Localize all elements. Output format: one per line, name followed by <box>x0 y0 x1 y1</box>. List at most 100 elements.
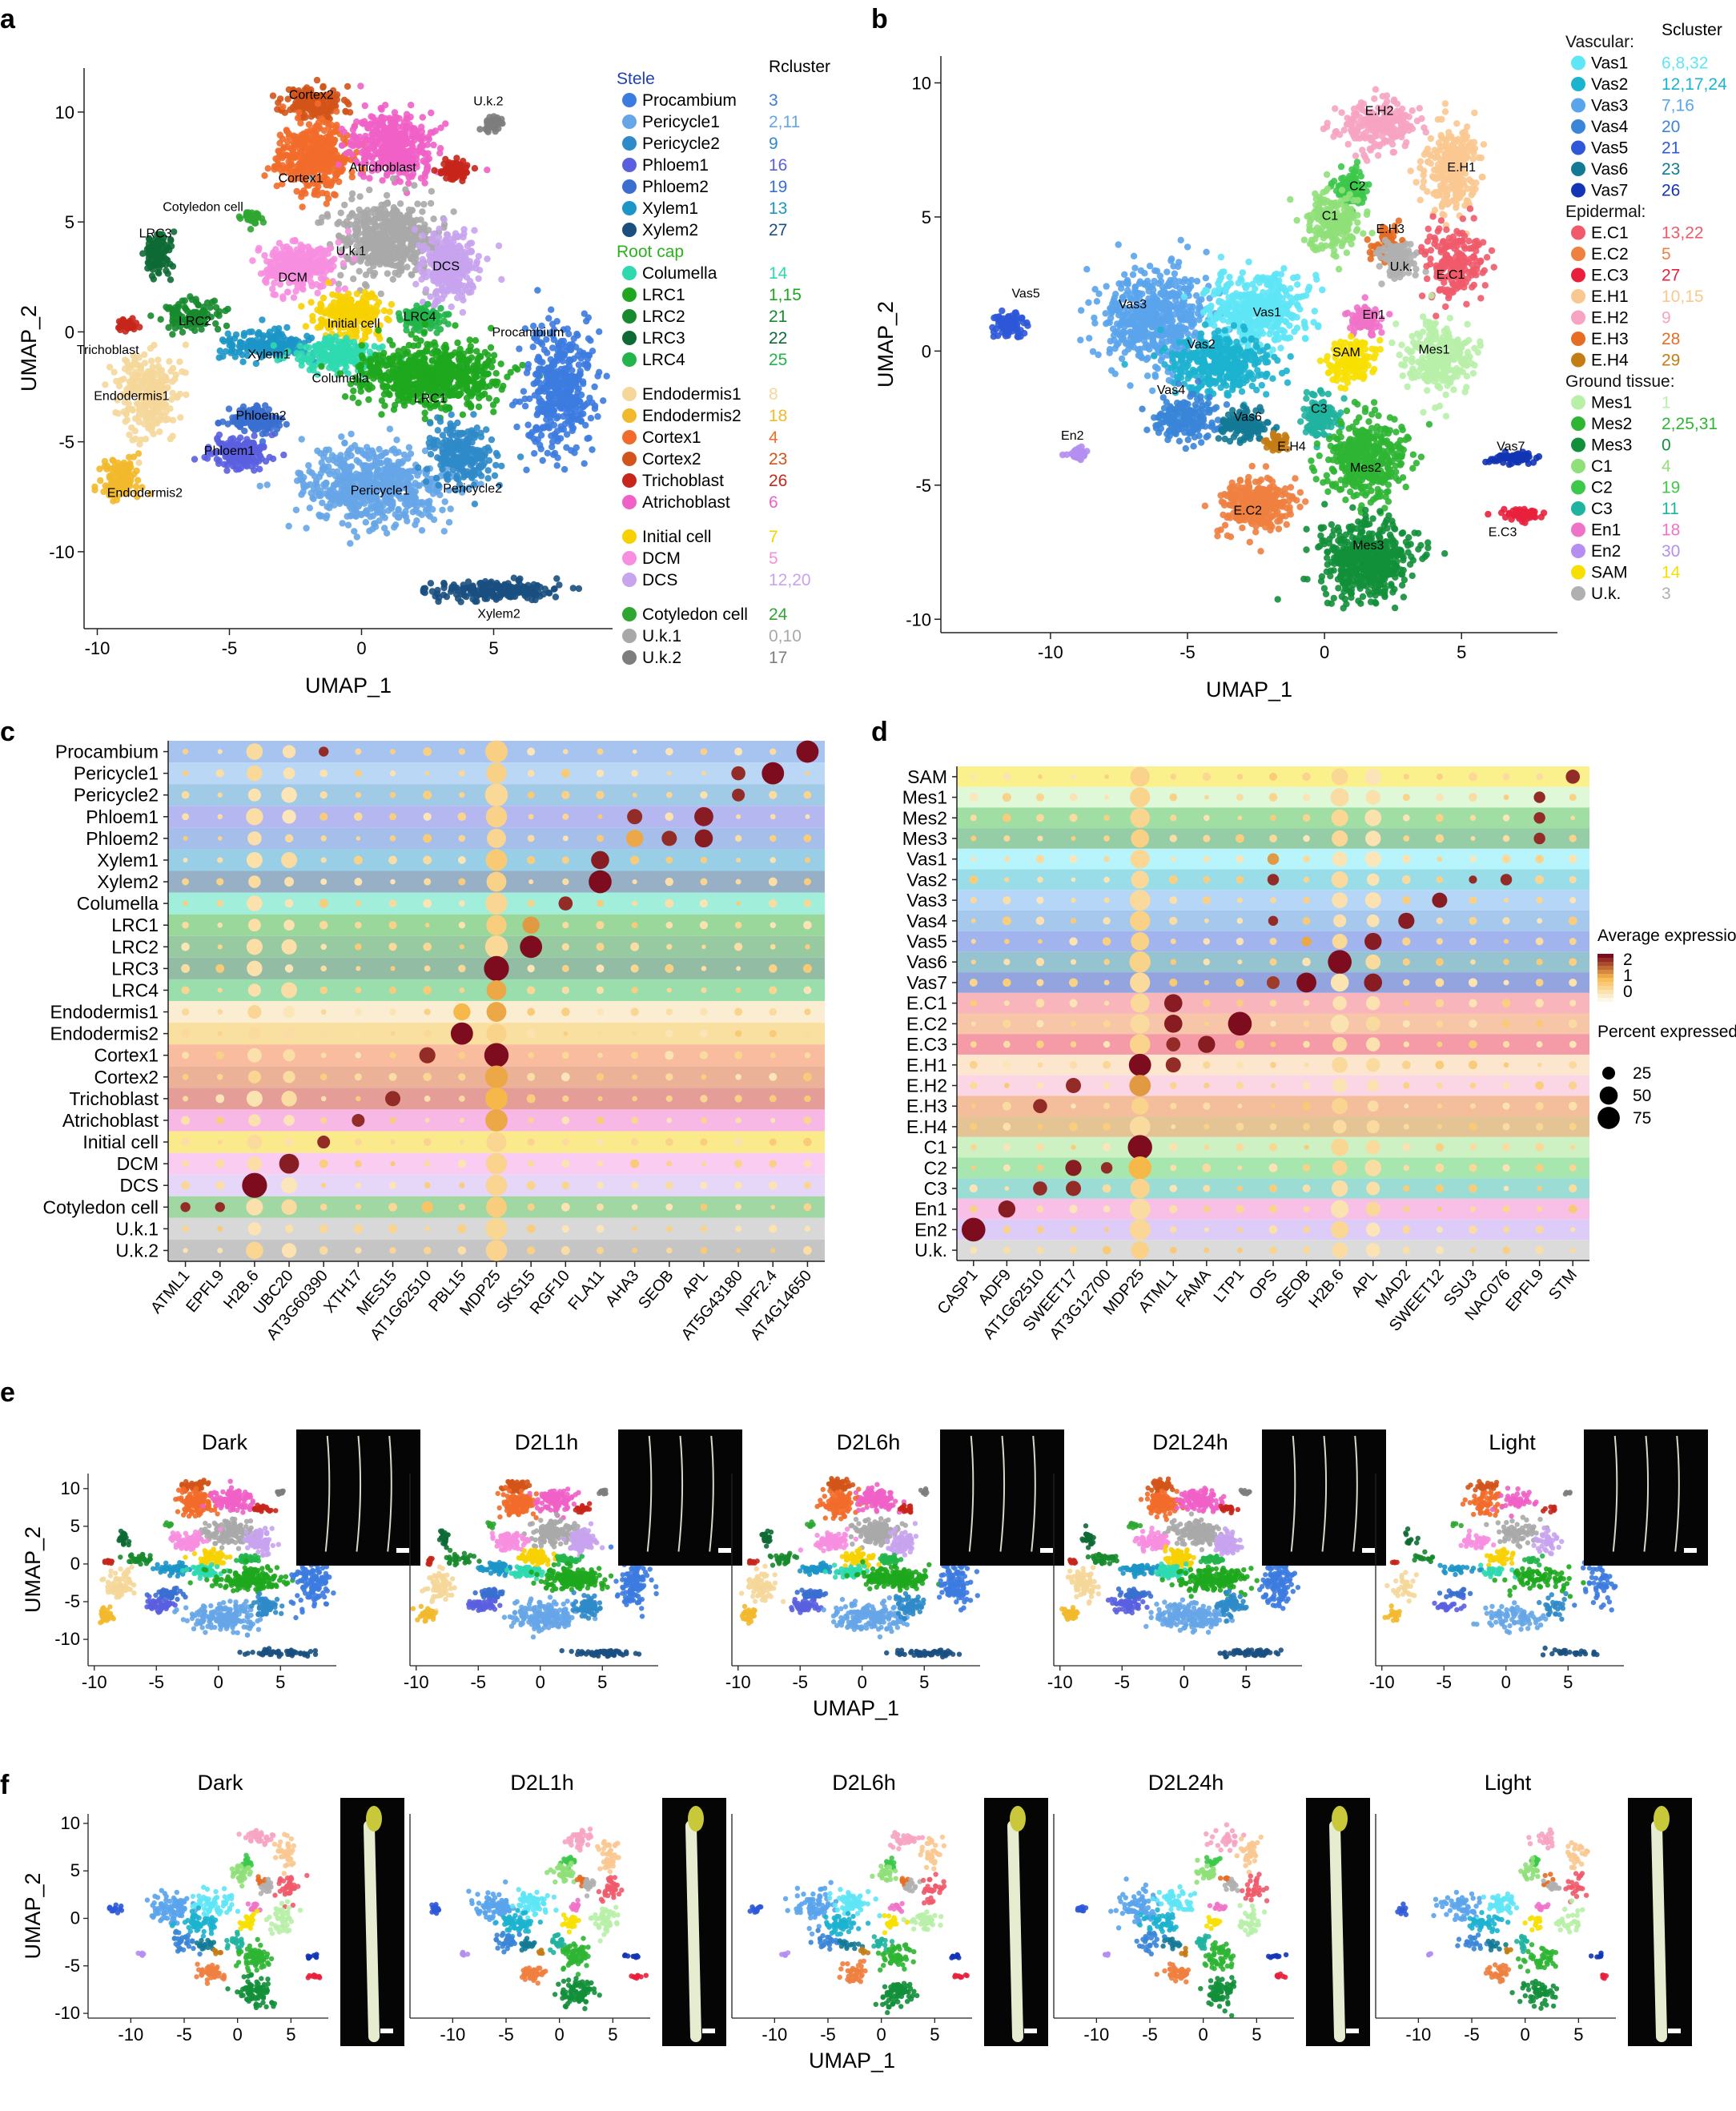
cell-point <box>169 331 176 338</box>
cell-point <box>147 312 155 320</box>
cell-point <box>476 126 484 133</box>
cell-point <box>377 104 384 112</box>
cell-point <box>603 372 610 380</box>
cell-point <box>390 143 398 151</box>
cell-point <box>355 142 362 150</box>
cell-point <box>436 360 444 367</box>
cell-point <box>365 396 372 404</box>
cell-point <box>524 421 532 428</box>
cell-point <box>113 377 120 385</box>
cell-point <box>441 311 448 319</box>
cell-point <box>259 316 266 324</box>
cell-point <box>371 143 378 150</box>
cell-point <box>329 348 337 355</box>
cell-point <box>310 107 318 115</box>
cell-point <box>323 159 331 167</box>
cell-point <box>596 368 603 376</box>
cell-point <box>591 383 598 391</box>
cell-point <box>424 300 432 308</box>
cell-point <box>460 234 467 241</box>
cell-point <box>130 324 137 331</box>
cell-point <box>128 383 136 390</box>
cell-point <box>566 392 574 400</box>
cell-point <box>319 214 326 221</box>
cell-point <box>555 342 562 349</box>
cell-point <box>516 345 523 352</box>
cell-point <box>182 305 190 312</box>
cell-point <box>498 275 505 283</box>
y-tick-label: 10 <box>55 103 74 123</box>
cell-point <box>339 142 346 149</box>
cell-point <box>350 338 358 346</box>
cell-point <box>335 161 343 168</box>
cell-point <box>357 361 364 368</box>
cell-point <box>263 279 270 286</box>
cell-point <box>350 303 358 311</box>
cell-point <box>383 251 390 258</box>
cell-point <box>573 330 581 338</box>
cell-point <box>328 178 336 185</box>
cell-point <box>213 310 221 318</box>
cell-point <box>279 135 287 143</box>
panel-label-b: b <box>871 4 888 34</box>
cell-point <box>328 303 335 310</box>
cell-point <box>340 259 347 267</box>
cell-point <box>289 147 296 155</box>
cell-point <box>344 355 352 362</box>
cell-point <box>182 341 190 348</box>
cell-point <box>183 391 190 399</box>
cell-point <box>293 349 300 357</box>
cell-point <box>388 256 395 264</box>
cell-point <box>118 476 126 484</box>
cell-point <box>531 450 538 457</box>
cell-point <box>389 275 396 283</box>
cell-point <box>468 248 475 255</box>
cell-point <box>275 147 282 155</box>
cell-point <box>380 353 387 360</box>
cell-point <box>471 227 478 234</box>
cell-point <box>255 247 262 254</box>
cell-point <box>279 293 287 300</box>
cell-point <box>464 162 471 169</box>
cell-point <box>460 283 468 290</box>
cell-point <box>309 312 316 320</box>
cell-point <box>585 434 593 442</box>
cell-point <box>440 292 448 299</box>
cell-point <box>308 250 315 257</box>
cell-point <box>450 208 457 215</box>
cell-point <box>368 209 375 216</box>
cell-point <box>360 215 368 223</box>
cell-point <box>170 364 177 372</box>
cell-point <box>401 386 408 393</box>
cell-point <box>352 347 360 354</box>
cell-point <box>303 255 311 263</box>
cell-point <box>235 213 243 220</box>
cell-point <box>340 135 348 143</box>
cell-point <box>295 99 302 106</box>
cell-point <box>437 304 444 312</box>
cell-point <box>332 364 340 371</box>
y-tick-label: -5 <box>58 432 74 452</box>
cluster-endodermis1 <box>102 341 190 467</box>
cell-point <box>384 135 391 143</box>
cell-point <box>360 209 368 216</box>
cell-point <box>430 141 437 149</box>
cell-point <box>570 375 577 383</box>
cell-point <box>554 437 561 445</box>
cell-point <box>270 291 277 298</box>
cell-point <box>334 220 341 227</box>
cell-point <box>385 316 392 324</box>
cell-point <box>124 323 131 330</box>
cell-point <box>508 401 516 408</box>
cell-point <box>167 435 175 443</box>
cell-point <box>372 352 380 359</box>
cell-point <box>216 347 223 355</box>
cell-point <box>492 120 500 127</box>
cell-point <box>383 191 391 199</box>
cell-point <box>269 455 277 463</box>
cell-point <box>543 416 550 423</box>
cell-point <box>448 235 455 243</box>
cell-point <box>512 364 519 372</box>
cell-point <box>295 109 303 116</box>
cell-point <box>399 144 406 151</box>
